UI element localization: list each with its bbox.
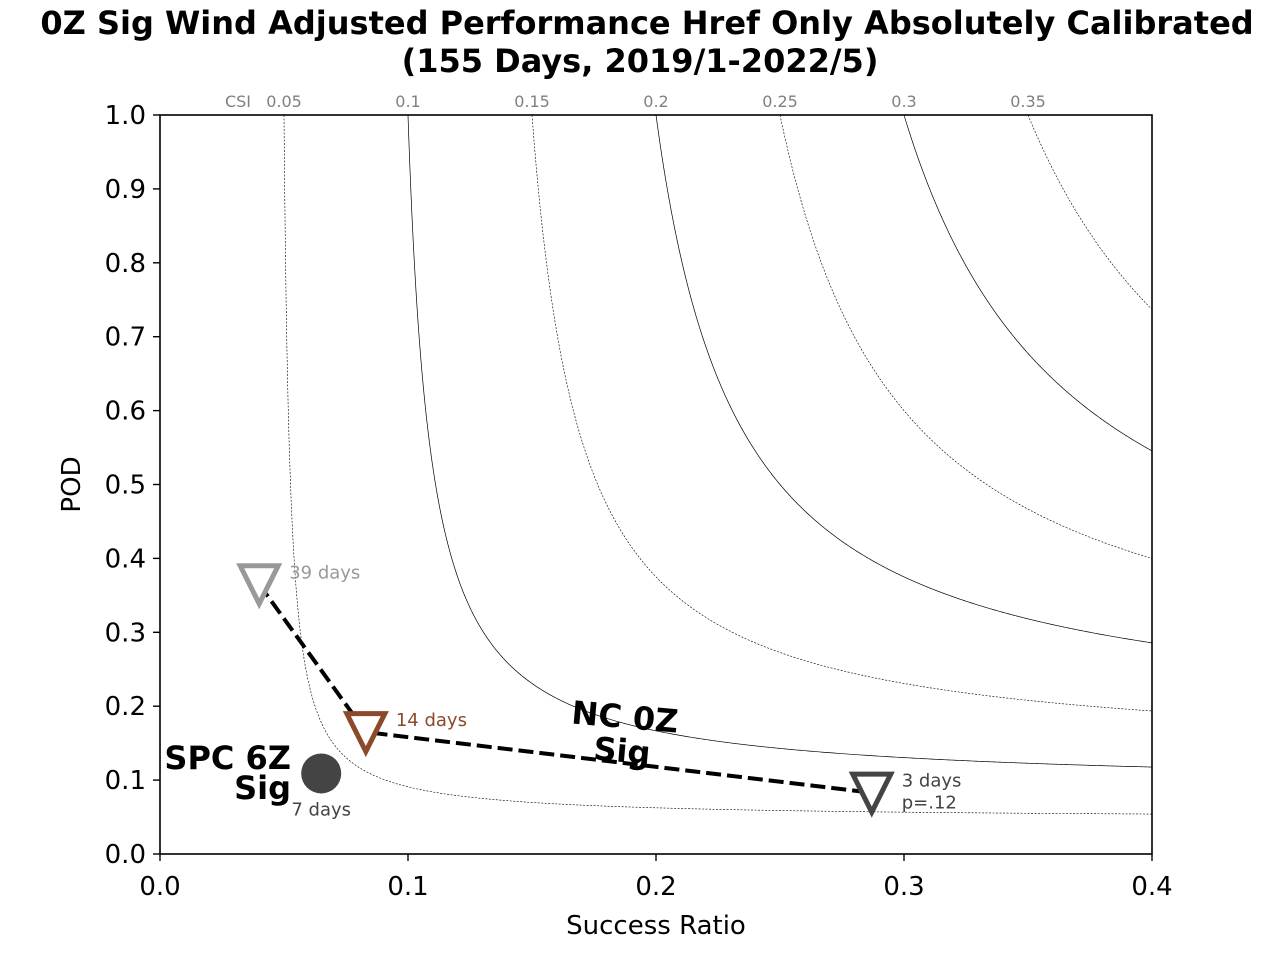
- nc-0z-sig-marker: [342, 711, 389, 758]
- csi-contour-line: [283, 115, 1152, 815]
- y-tick-label: 0.2: [105, 692, 146, 722]
- x-tick-label: 0.4: [1131, 872, 1172, 902]
- y-tick-label: 0.4: [105, 544, 146, 574]
- series-label-line: Sig: [592, 730, 652, 773]
- x-tick-label: 0.0: [139, 872, 180, 902]
- y-tick-label: 0.5: [105, 471, 146, 501]
- point-count-label: 7 days: [291, 799, 351, 820]
- x-axis-label: Success Ratio: [566, 911, 746, 941]
- y-tick-label: 0.3: [105, 618, 146, 648]
- y-tick-label: 0.9: [105, 175, 146, 205]
- nc-0z-sig-marker: [236, 563, 283, 610]
- y-tick-label: 0.8: [105, 249, 146, 279]
- spc-6z-sig-series-label: Sig: [234, 769, 291, 807]
- chart-title: 0Z Sig Wind Adjusted Performance Href On…: [40, 4, 1254, 42]
- nc-0z-sig-line: [257, 583, 873, 795]
- csi-tick-label: 0.25: [762, 92, 798, 111]
- csi-tick-label: 0.3: [891, 92, 916, 111]
- point-count-label: 39 days: [289, 562, 360, 583]
- point-p-value-label: p=.12: [902, 793, 957, 814]
- csi-tick-label: 0.2: [643, 92, 668, 111]
- y-tick-label: 0.7: [105, 323, 146, 353]
- csi-contour-line: [1027, 115, 1152, 310]
- series-label-line: NC 0Z: [570, 693, 680, 740]
- csi-contours: [283, 115, 1152, 815]
- csi-axis-label: CSI: [225, 92, 251, 111]
- spc-6z-sig-series-label: SPC 6Z: [164, 739, 291, 777]
- plot-frame: [159, 114, 1153, 855]
- point-count-label: 3 days: [902, 771, 962, 792]
- csi-contour-line: [407, 115, 1152, 768]
- csi-contour-line: [779, 115, 1152, 559]
- chart-subtitle: (155 Days, 2019/1-2022/5): [401, 42, 879, 80]
- csi-contour-line: [531, 115, 1152, 712]
- csi-contour-line: [655, 115, 1152, 644]
- nc-0z-sig-marker: [848, 771, 895, 818]
- y-tick-label: 0.0: [105, 840, 146, 870]
- x-tick-label: 0.2: [635, 872, 676, 902]
- y-tick-label: 0.6: [105, 397, 146, 427]
- point-count-label: 14 days: [396, 710, 467, 731]
- y-tick-label: 1.0: [105, 101, 146, 131]
- x-tick-label: 0.1: [387, 872, 428, 902]
- y-axis-label: POD: [57, 456, 87, 512]
- csi-tick-label: 0.1: [395, 92, 420, 111]
- csi-tick-label: 0.15: [514, 92, 550, 111]
- csi-tick-label: 0.05: [266, 92, 302, 111]
- y-tick-label: 0.1: [105, 766, 146, 796]
- x-tick-label: 0.3: [883, 872, 924, 902]
- spc-6z-sig-marker: [301, 753, 342, 794]
- csi-contour-line: [903, 115, 1152, 452]
- csi-tick-label: 0.35: [1010, 92, 1046, 111]
